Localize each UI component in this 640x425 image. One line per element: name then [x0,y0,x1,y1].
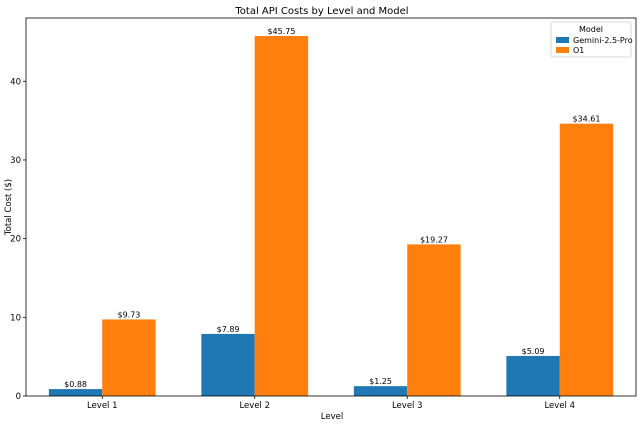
data-label: $7.89 [217,325,240,334]
plot-area: $0.88 $7.89 $1.25 $5.09 $9.73 $45.75 $19.27 $34… [10,17,637,411]
data-label: $1.25 [369,377,392,386]
y-tick-label: 30 [10,156,21,166]
bar-o1-1 [102,319,156,396]
x-tick-label: Level 3 [392,401,423,411]
legend-box [550,21,632,58]
bar-o1-2 [254,36,309,396]
legend-title: Model [579,25,603,34]
bar-gemini-2-5-pro-2 [201,333,255,396]
x-tick-label: Level 1 [87,401,118,411]
bar-gemini-2-5-pro-3 [353,386,408,396]
plot-frame [25,17,637,397]
y-tick-label: 10 [10,313,21,323]
x-tick-label: Level 2 [239,401,270,411]
bar-gemini-2-5-pro-1 [48,389,103,396]
chart-title: Total API Costs by Level and Model [234,6,408,17]
legend-entry-label: O1 [573,46,584,55]
data-label: $45.75 [267,27,295,36]
legend-swatch [556,37,569,43]
bar-gemini-2-5-pro-4 [506,355,560,396]
data-label: $5.09 [522,347,545,356]
data-label: $34.61 [572,115,600,124]
y-tick-label: 40 [10,77,21,87]
x-tick-label: Level 4 [544,401,575,411]
x-axis-label: Level [321,412,343,422]
bar-o1-4 [559,123,614,396]
data-label: $0.88 [64,380,87,389]
y-axis-label: Total Cost ($) [4,179,14,236]
data-label: $19.27 [420,235,448,244]
legend-entry-label: Gemini-2.5-Pro [573,36,633,45]
y-tick-label: 0 [16,392,21,402]
y-tick-label: 20 [10,235,21,245]
legend-swatch [556,47,569,53]
bar-o1-3 [407,244,461,396]
data-label: $9.73 [117,310,140,319]
